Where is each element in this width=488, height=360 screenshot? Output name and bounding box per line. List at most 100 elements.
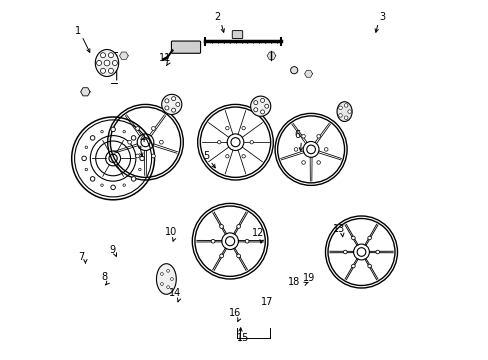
Circle shape (166, 270, 169, 272)
Circle shape (290, 67, 297, 74)
Text: 7: 7 (79, 252, 85, 262)
Circle shape (164, 99, 168, 103)
Circle shape (160, 273, 163, 275)
Circle shape (316, 135, 320, 138)
Circle shape (90, 177, 95, 181)
Circle shape (171, 96, 175, 101)
Polygon shape (304, 70, 312, 77)
Circle shape (217, 140, 221, 144)
Circle shape (236, 225, 240, 228)
Circle shape (225, 154, 228, 158)
Circle shape (253, 101, 257, 105)
Circle shape (164, 106, 168, 110)
Circle shape (85, 146, 87, 149)
Circle shape (135, 154, 139, 158)
Circle shape (108, 68, 113, 73)
Circle shape (81, 156, 86, 161)
Circle shape (338, 106, 342, 109)
Circle shape (122, 184, 125, 186)
Circle shape (260, 98, 264, 103)
FancyBboxPatch shape (171, 41, 200, 53)
Circle shape (211, 239, 215, 243)
Circle shape (131, 177, 136, 181)
Circle shape (108, 53, 113, 58)
Circle shape (111, 185, 115, 190)
Circle shape (96, 60, 102, 66)
Circle shape (139, 146, 141, 149)
Circle shape (151, 154, 155, 158)
Ellipse shape (156, 264, 176, 294)
Circle shape (135, 127, 139, 130)
Circle shape (264, 104, 268, 108)
Text: 11: 11 (158, 53, 170, 63)
Circle shape (301, 135, 305, 138)
Circle shape (253, 108, 257, 112)
Text: 13: 13 (332, 224, 344, 234)
Circle shape (324, 148, 327, 151)
Polygon shape (81, 88, 90, 96)
Circle shape (166, 286, 169, 288)
Circle shape (344, 116, 347, 120)
Ellipse shape (336, 102, 351, 122)
Text: 2: 2 (214, 12, 220, 22)
Polygon shape (120, 52, 128, 59)
Circle shape (242, 154, 245, 158)
Circle shape (159, 140, 163, 144)
Text: 15: 15 (237, 333, 249, 343)
Circle shape (301, 161, 305, 164)
Circle shape (375, 250, 379, 254)
Circle shape (101, 68, 105, 73)
Circle shape (242, 126, 245, 130)
Circle shape (101, 130, 103, 133)
Text: 9: 9 (109, 245, 115, 255)
Circle shape (367, 236, 371, 240)
Text: 5: 5 (203, 150, 209, 161)
Circle shape (162, 94, 182, 114)
Text: 8: 8 (101, 272, 107, 282)
Text: 4: 4 (140, 134, 146, 144)
Text: 14: 14 (169, 288, 181, 298)
Text: 12: 12 (251, 228, 264, 238)
Text: 6: 6 (294, 130, 300, 140)
Circle shape (347, 110, 351, 113)
Circle shape (219, 225, 223, 228)
Polygon shape (266, 52, 275, 59)
Circle shape (294, 148, 297, 151)
Circle shape (101, 53, 105, 58)
Circle shape (151, 127, 155, 130)
Circle shape (316, 161, 320, 164)
Circle shape (104, 60, 110, 66)
Circle shape (160, 283, 163, 285)
Circle shape (85, 168, 87, 171)
Circle shape (122, 130, 125, 133)
Circle shape (140, 156, 144, 161)
Circle shape (338, 114, 342, 117)
Circle shape (90, 136, 95, 140)
Circle shape (112, 60, 117, 66)
Circle shape (351, 264, 354, 268)
Circle shape (249, 140, 253, 144)
Circle shape (236, 254, 240, 258)
Circle shape (244, 239, 248, 243)
Circle shape (250, 96, 270, 116)
Text: 18: 18 (287, 276, 300, 287)
Circle shape (367, 264, 371, 268)
Text: 17: 17 (260, 297, 272, 307)
Circle shape (171, 108, 175, 112)
Circle shape (225, 126, 228, 130)
Circle shape (219, 254, 223, 258)
Circle shape (351, 236, 354, 240)
Circle shape (127, 140, 131, 144)
Circle shape (139, 168, 141, 171)
Circle shape (111, 127, 115, 132)
Circle shape (343, 250, 346, 254)
Circle shape (131, 136, 136, 140)
Text: 10: 10 (164, 227, 177, 237)
Circle shape (344, 104, 347, 107)
Text: 16: 16 (229, 308, 241, 318)
FancyBboxPatch shape (232, 31, 242, 39)
Circle shape (170, 278, 173, 280)
Text: 1: 1 (75, 26, 81, 36)
Circle shape (176, 102, 180, 107)
Ellipse shape (95, 50, 119, 77)
